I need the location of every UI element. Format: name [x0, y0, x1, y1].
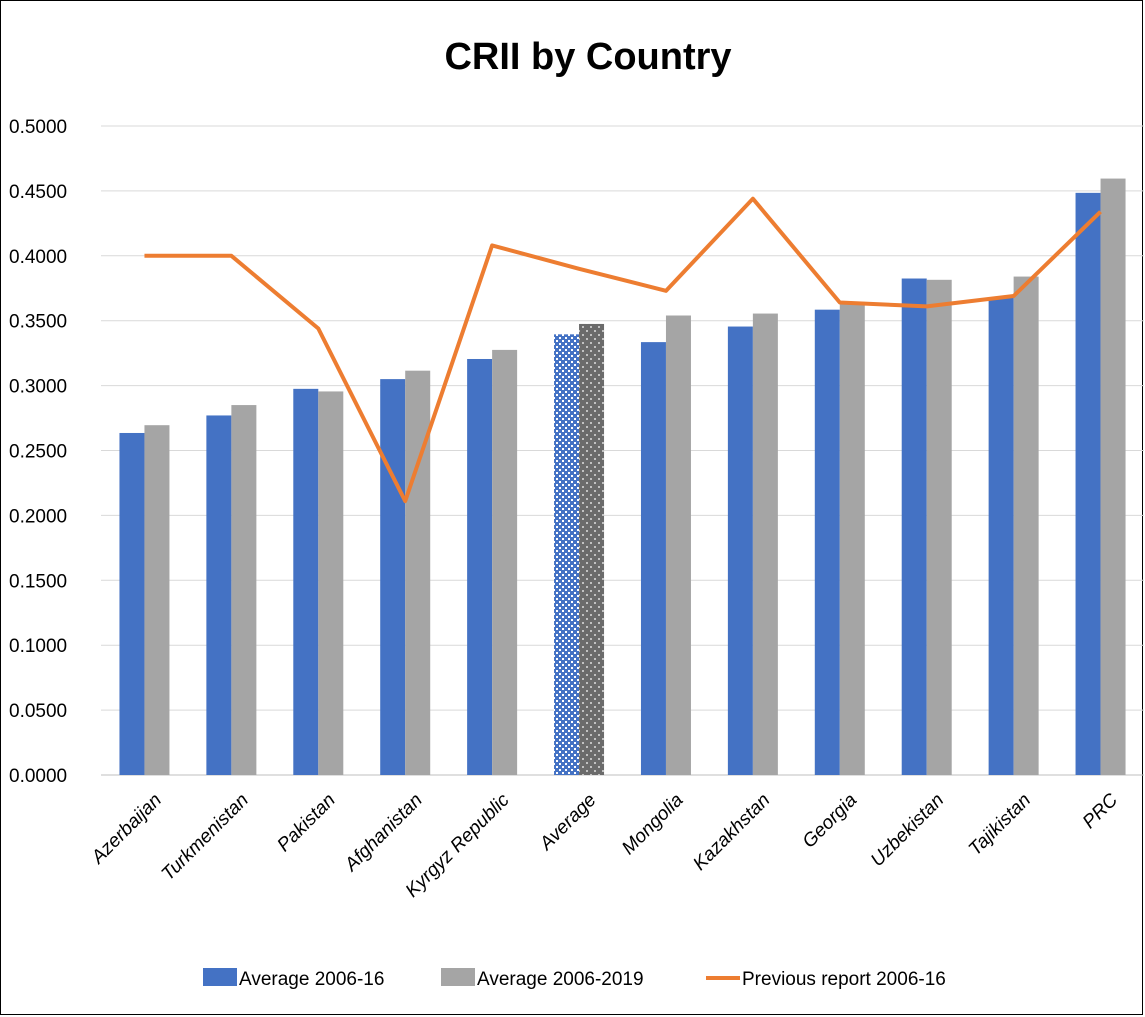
bar-tajikistan-series-2	[1013, 276, 1039, 775]
bar-pakistan-series-2	[318, 391, 344, 775]
bar-mongolia-series-1	[640, 342, 666, 775]
y-tick-label: 0.3000	[9, 377, 67, 398]
bar-kyrgyz-republic-series-2	[492, 349, 518, 775]
bar-average-series-1	[554, 334, 580, 775]
bar-turkmenistan-series-1	[206, 415, 232, 775]
bar-prc-series-1	[1075, 192, 1101, 776]
bar-georgia-series-1	[814, 309, 840, 775]
x-category-label: Uzbekistan	[867, 790, 948, 871]
y-tick-label: 0.2500	[9, 442, 67, 463]
y-tick-label: 0.4000	[9, 247, 67, 268]
x-category-label: PRC	[1079, 789, 1122, 832]
y-tick-label: 0.0000	[9, 766, 67, 787]
legend-swatch	[203, 968, 237, 986]
bar-tajikistan-series-1	[988, 297, 1014, 775]
bar-uzbekistan-series-2	[926, 279, 952, 775]
legend-label: Average 2006-16	[239, 969, 384, 990]
y-tick-label: 0.0500	[9, 701, 67, 722]
bars	[119, 178, 1126, 776]
bar-azerbaijan-series-1	[119, 432, 145, 775]
y-tick-label: 0.1000	[9, 636, 67, 657]
bar-turkmenistan-series-2	[231, 405, 257, 775]
x-category-label: Georgia	[799, 790, 862, 853]
y-tick-label: 0.3500	[9, 312, 67, 333]
x-category-label: Mongolia	[618, 790, 687, 859]
bar-average-series-2	[579, 323, 605, 775]
bar-azerbaijan-series-2	[144, 425, 170, 775]
y-tick-label: 0.4500	[9, 182, 67, 203]
y-tick-label: 0.5000	[9, 117, 67, 138]
x-category-label: Pakistan	[273, 790, 339, 856]
x-category-label: Kazakhstan	[689, 790, 774, 875]
y-tick-label: 0.2000	[9, 506, 67, 527]
bar-afghanistan-series-2	[405, 370, 431, 775]
bar-kyrgyz-republic-series-1	[467, 358, 493, 775]
y-tick-label: 0.1500	[9, 571, 67, 592]
chart-title: CRII by Country	[444, 36, 731, 78]
line-previous-report	[144, 196, 1102, 504]
x-category-label: Tajikistan	[965, 790, 1035, 860]
bar-georgia-series-2	[839, 301, 865, 775]
bar-prc-series-2	[1100, 178, 1126, 776]
bar-afghanistan-series-1	[380, 379, 406, 775]
bar-kazakhstan-series-2	[752, 313, 778, 775]
y-axis-ticks: 0.0000 0.0500 0.1000 0.1500 0.2000 0.2500 0.30…	[9, 117, 67, 787]
bar-uzbekistan-series-1	[901, 278, 927, 775]
bar-mongolia-series-2	[665, 315, 691, 775]
legend-label: Previous report 2006-16	[742, 969, 946, 990]
legend: Average 2006-16 Average 2006-2019 Previous…	[203, 968, 946, 990]
gridlines	[101, 125, 1144, 776]
bar-kazakhstan-series-1	[727, 326, 753, 775]
bar-pakistan-series-1	[293, 388, 319, 775]
legend-label: Average 2006-2019	[477, 969, 644, 990]
legend-swatch	[441, 968, 475, 986]
x-category-label: Average	[535, 790, 600, 855]
x-category-label: Turkmenistan	[158, 790, 253, 885]
x-category-label: Azerbaijan	[87, 790, 166, 869]
x-category-label: Afghanistan	[340, 790, 427, 877]
line-series	[144, 196, 1102, 504]
